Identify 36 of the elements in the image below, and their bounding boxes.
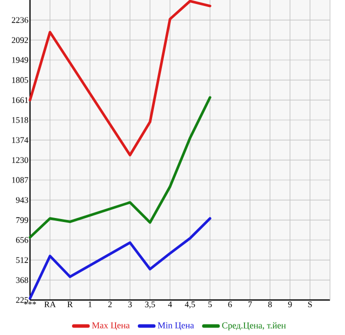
legend-label: Max Цена (92, 322, 130, 330)
y-tick-label: 1949 (12, 57, 28, 63)
x-tick-label: RA (44, 302, 56, 308)
x-tick-label: 5 (208, 302, 212, 308)
x-tick-label: 3 (128, 302, 132, 308)
y-tick-label: 2092 (12, 37, 28, 43)
x-tick-label: 2 (108, 302, 112, 308)
y-tick-label: 1230 (12, 157, 28, 163)
y-tick-label: 368 (16, 277, 28, 283)
x-tick-label: 1 (88, 302, 92, 308)
x-tick-label: 7 (248, 302, 252, 308)
y-tick-label: 1518 (12, 117, 28, 123)
x-tick-label: 4 (168, 302, 172, 308)
legend-label: Min Цена (158, 322, 194, 330)
x-tick-label: S (308, 302, 312, 308)
x-tick-label: 6 (228, 302, 232, 308)
y-tick-label: 1805 (12, 77, 28, 83)
y-tick-label: 1661 (12, 97, 28, 103)
y-tick-label: 512 (16, 257, 28, 263)
x-tick-label: *** (24, 302, 36, 305)
y-tick-label: 225 (16, 297, 28, 303)
x-tick-label: R (67, 302, 73, 308)
x-tick-label: 3,5 (145, 302, 155, 308)
x-tick-label: 4,5 (184, 302, 195, 308)
y-tick-label: 1374 (12, 137, 28, 143)
legend-label: Сред.Цена, т.йен (222, 322, 286, 330)
line-series (28, 0, 212, 156)
line-series (28, 217, 212, 300)
x-tick-label: 9 (288, 302, 292, 308)
line-series (28, 96, 212, 239)
x-tick-label: 8 (268, 302, 272, 308)
y-tick-label: 1087 (12, 177, 28, 183)
y-tick-label: 2236 (12, 17, 28, 23)
y-tick-label: 799 (16, 217, 28, 223)
y-tick-label: 656 (16, 237, 28, 243)
y-tick-label: 943 (16, 197, 28, 203)
